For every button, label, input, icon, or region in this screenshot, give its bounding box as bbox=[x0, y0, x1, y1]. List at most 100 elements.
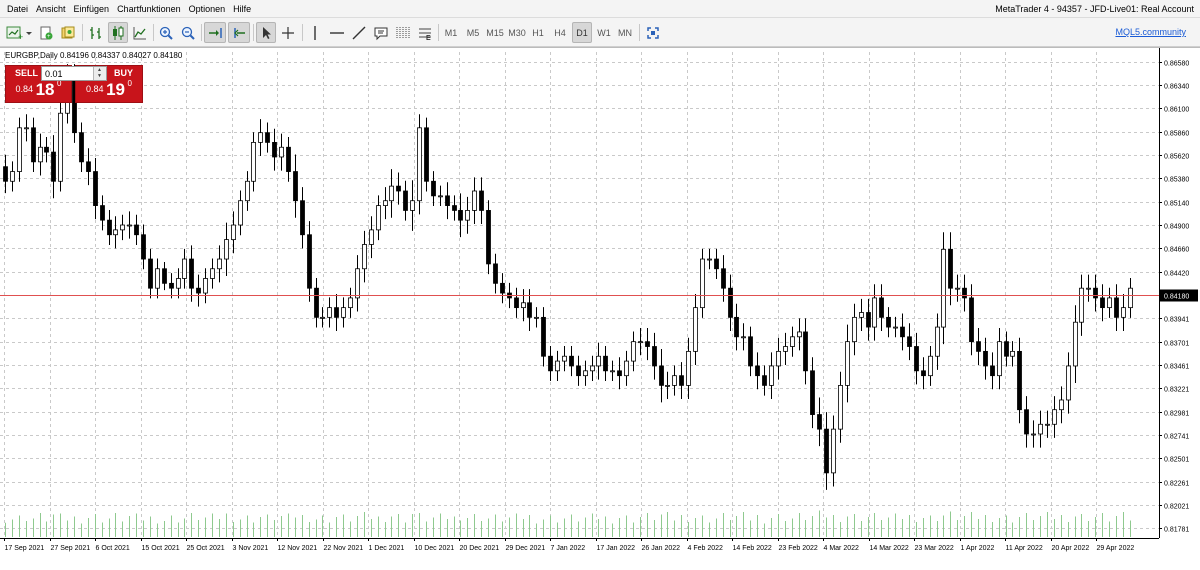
x-axis-label: 7 Jan 2022 bbox=[551, 545, 586, 552]
mql5-community-link[interactable]: MQL5.community bbox=[1115, 27, 1186, 37]
menu-view[interactable]: Ansicht bbox=[36, 3, 66, 14]
timeframe-h1[interactable]: H1 bbox=[532, 27, 544, 38]
sell-button[interactable]: SELL 0.84 18 0 bbox=[5, 65, 72, 103]
chart-window[interactable]: 0.86580 0.86340 0.86100 0.85860 0.85620 0.853… bbox=[0, 47, 1200, 570]
timeframe-w1[interactable]: W1 bbox=[597, 27, 611, 38]
bear-candle bbox=[162, 268, 167, 284]
bull-candle bbox=[231, 224, 236, 240]
menu-file[interactable]: Datei bbox=[7, 3, 29, 14]
menu-help[interactable]: Hilfe bbox=[233, 3, 252, 14]
sell-price-prefix: 0.84 bbox=[15, 84, 34, 94]
zoom-in-button[interactable] bbox=[156, 22, 176, 43]
x-axis-label: 22 Nov 2021 bbox=[324, 545, 364, 552]
bear-candle bbox=[866, 312, 871, 328]
candlestick-chart[interactable]: 0.86580 0.86340 0.86100 0.85860 0.85620 0.853… bbox=[0, 48, 1200, 570]
chart-shift-icon bbox=[234, 27, 245, 38]
stepper-down-icon[interactable]: ▼ bbox=[97, 73, 102, 79]
bear-candle bbox=[728, 287, 733, 318]
bull-candle bbox=[224, 239, 229, 260]
x-axis-label: 11 Apr 2022 bbox=[1006, 545, 1043, 552]
bull-candle bbox=[410, 200, 415, 211]
bear-candle bbox=[1114, 297, 1119, 318]
bull-candle bbox=[610, 370, 615, 373]
x-axis-label: 4 Mar 2022 bbox=[824, 545, 860, 552]
y-axis-label: 0.84420 bbox=[1164, 271, 1189, 278]
y-axis-label: 0.85380 bbox=[1164, 177, 1189, 184]
bear-candle bbox=[44, 146, 49, 153]
timeframe-h4[interactable]: H4 bbox=[554, 27, 566, 38]
menu-charts[interactable]: Chartfunktionen bbox=[117, 3, 181, 14]
lot-size-input[interactable] bbox=[45, 67, 93, 80]
profiles-button[interactable]: + bbox=[36, 22, 56, 43]
line-chart-button[interactable] bbox=[130, 22, 150, 43]
bull-candle bbox=[741, 336, 746, 339]
y-axis-label: 0.84660 bbox=[1164, 247, 1189, 254]
y-axis-label: 0.82981 bbox=[1164, 411, 1189, 418]
text-label-button[interactable] bbox=[371, 22, 391, 43]
bull-candle bbox=[693, 307, 698, 352]
bull-candle bbox=[1086, 287, 1091, 290]
x-axis-label: 6 Oct 2021 bbox=[96, 545, 130, 552]
chart-shift-button[interactable] bbox=[228, 22, 250, 43]
vertical-line-button[interactable] bbox=[305, 22, 325, 43]
bull-candle bbox=[120, 224, 125, 231]
candlestick-chart-button[interactable] bbox=[108, 22, 128, 43]
bear-candle bbox=[93, 171, 98, 206]
bull-candle bbox=[369, 229, 374, 245]
bear-candle bbox=[734, 316, 739, 338]
bear-candle bbox=[169, 282, 174, 289]
cursor-button[interactable] bbox=[256, 22, 276, 43]
bull-candle bbox=[686, 350, 691, 386]
timeframe-m5[interactable]: M5 bbox=[466, 27, 480, 38]
bull-candle bbox=[348, 297, 353, 309]
x-axis-label: 29 Dec 2021 bbox=[506, 545, 546, 552]
zoom-out-icon bbox=[181, 26, 195, 40]
new-chart-button[interactable]: + bbox=[4, 22, 34, 43]
profiles-icon: + bbox=[40, 26, 53, 40]
timeframe-m1[interactable]: M1 bbox=[444, 27, 458, 38]
bear-candle bbox=[714, 258, 719, 270]
bear-candle bbox=[914, 346, 919, 372]
fullscreen-button[interactable] bbox=[643, 22, 663, 43]
x-axis-label: 14 Feb 2022 bbox=[733, 545, 772, 552]
menu-insert[interactable]: Einfügen bbox=[73, 3, 110, 14]
bull-candle bbox=[176, 278, 181, 289]
menu-options[interactable]: Optionen bbox=[188, 3, 226, 14]
bull-candle bbox=[1038, 423, 1043, 435]
current-price-label: 0.84180 bbox=[1164, 294, 1189, 301]
bull-candle bbox=[389, 185, 394, 202]
bear-candle bbox=[148, 258, 153, 289]
bull-candle bbox=[155, 268, 160, 289]
lot-size-stepper[interactable]: ▲ ▼ bbox=[93, 67, 106, 80]
horizontal-line-button[interactable] bbox=[327, 22, 347, 43]
timeframe-m30[interactable]: M30 bbox=[508, 27, 526, 38]
bull-candle bbox=[672, 375, 677, 386]
auto-scroll-button[interactable] bbox=[204, 22, 226, 43]
buy-price: 0.84 19 0 bbox=[76, 79, 142, 100]
bear-candle bbox=[659, 365, 664, 386]
x-axis-label: 20 Apr 2022 bbox=[1052, 545, 1090, 552]
bear-candle bbox=[134, 224, 139, 236]
timeframe-mn[interactable]: MN bbox=[618, 27, 632, 38]
new-order-button[interactable] bbox=[58, 22, 78, 43]
stepper-up-icon[interactable]: ▲ bbox=[97, 67, 102, 73]
auto-scroll-icon bbox=[209, 27, 222, 38]
bull-candle bbox=[1073, 321, 1078, 367]
bar-chart-button[interactable] bbox=[86, 22, 106, 43]
bull-candle bbox=[769, 365, 774, 386]
window-title: MetaTrader 4 - 94357 - JFD-Live01: Real … bbox=[995, 4, 1194, 14]
bull-candle bbox=[700, 258, 705, 309]
bull-candle bbox=[465, 210, 470, 221]
bull-candle bbox=[438, 195, 443, 198]
fibonacci-button[interactable] bbox=[393, 22, 413, 43]
bear-candle bbox=[527, 302, 532, 318]
bear-candle bbox=[445, 195, 450, 206]
timeframe-m15[interactable]: M15 bbox=[486, 27, 504, 38]
period-button[interactable]: E bbox=[415, 22, 435, 43]
bear-candle bbox=[493, 263, 498, 284]
zoom-out-button[interactable] bbox=[178, 22, 198, 43]
bear-candle bbox=[645, 341, 650, 347]
timeframe-d1[interactable]: D1 bbox=[572, 22, 592, 43]
trend-line-button[interactable] bbox=[349, 22, 369, 43]
crosshair-button[interactable] bbox=[278, 22, 298, 43]
